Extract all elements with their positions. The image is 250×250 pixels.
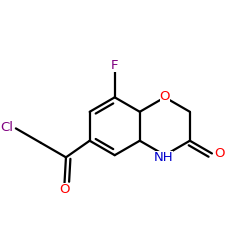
Text: F: F: [111, 59, 118, 72]
Text: Cl: Cl: [0, 121, 14, 134]
Text: O: O: [59, 183, 70, 196]
Text: NH: NH: [154, 151, 174, 164]
Text: O: O: [160, 90, 170, 102]
Text: O: O: [215, 147, 225, 160]
